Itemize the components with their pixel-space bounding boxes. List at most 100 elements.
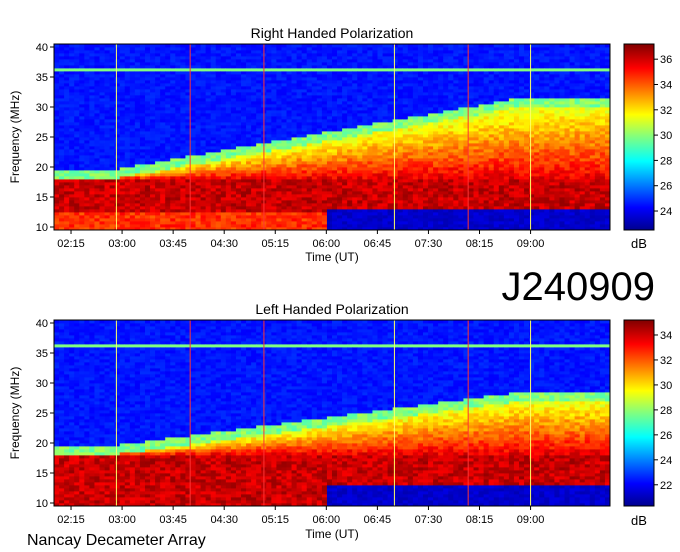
spectrogram-cell [311, 167, 318, 171]
spectrogram-cell [266, 107, 272, 111]
spectrogram-cell [220, 98, 227, 102]
spectrogram-cell [276, 137, 282, 141]
spectrogram-cell [428, 152, 434, 156]
spectrogram-cell [251, 197, 257, 201]
spectrogram-cell [417, 146, 424, 150]
spectrogram-cell [170, 95, 176, 99]
spectrogram-cell [357, 194, 363, 198]
spectrogram-cell [195, 188, 201, 192]
spectrogram-cell [144, 116, 151, 120]
spectrogram-cell [134, 182, 141, 186]
spectrogram-cell [397, 77, 404, 81]
spectrogram-cell [129, 68, 136, 72]
spectrogram-cell [412, 224, 419, 228]
spectrogram-cell [412, 149, 419, 153]
spectrogram-cell [144, 131, 151, 135]
spectrogram-cell [251, 182, 257, 186]
spectrogram-cell [84, 44, 90, 48]
spectrogram-cell [438, 197, 444, 201]
spectrogram-cell [397, 92, 404, 96]
spectrogram-cell [114, 128, 121, 132]
spectrogram-cell [352, 179, 358, 183]
spectrogram-cell [352, 56, 358, 60]
spectrogram-cell [160, 191, 166, 195]
spectrogram-cell [215, 47, 222, 51]
spectrogram-cell [114, 89, 121, 93]
spectrogram-cell [281, 194, 287, 198]
spectrogram-cell [139, 98, 146, 102]
spectrogram-cell [402, 119, 409, 123]
spectrogram-cell [306, 110, 313, 114]
spectrogram-cell [235, 83, 242, 87]
spectrogram-cell [286, 56, 292, 60]
spectrogram-cell [225, 146, 232, 150]
spectrogram-cell [160, 182, 166, 186]
spectrogram-cell [190, 47, 196, 51]
spectrogram-cell [286, 140, 292, 144]
spectrogram-cell [175, 221, 181, 225]
spectrogram-cell [443, 137, 449, 141]
spectrogram-cell [326, 143, 333, 147]
spectrogram-cell [453, 68, 459, 72]
spectrogram-cell [210, 74, 217, 78]
spectrogram-cell [342, 215, 348, 219]
spectrogram-cell [69, 221, 75, 225]
spectrogram-cell [59, 167, 65, 171]
spectrogram-cell [160, 176, 166, 180]
spectrogram-cell [64, 221, 70, 225]
spectrogram-cell [59, 200, 65, 204]
spectrogram-cell [160, 200, 166, 204]
spectrogram-cell [54, 56, 60, 60]
spectrogram-cell [321, 215, 328, 219]
spectrogram-cell [195, 107, 201, 111]
spectrogram-cell [438, 95, 444, 99]
spectrogram-cell [175, 119, 181, 123]
spectrogram-cell [402, 170, 409, 174]
spectrogram-cell [114, 65, 121, 69]
spectrogram-cell [251, 131, 257, 135]
spectrogram-cell [321, 122, 328, 126]
spectrogram-cell [150, 227, 156, 231]
spectrogram-cell [150, 95, 156, 99]
spectrogram-cell [417, 113, 424, 117]
spectrogram-cell [185, 56, 191, 60]
spectrogram-cell [458, 182, 464, 186]
spectrogram-cell [155, 65, 161, 69]
spectrogram-cell [306, 98, 313, 102]
spectrogram-cell [114, 80, 121, 84]
spectrogram-cell [332, 137, 338, 141]
spectrogram-cell [316, 134, 323, 138]
spectrogram-cell [286, 71, 292, 75]
spectrogram-cell [422, 200, 429, 204]
spectrogram-cell [200, 146, 207, 150]
spectrogram-cell [124, 152, 131, 156]
spectrogram-cell [195, 47, 201, 51]
spectrogram-cell [109, 77, 116, 81]
spectrogram-cell [407, 209, 414, 213]
spectrogram-cell [372, 143, 378, 147]
spectrogram-cell [316, 89, 323, 93]
spectrogram-cell [428, 113, 434, 117]
spectrogram-cell [170, 227, 176, 231]
spectrogram-cell [129, 89, 136, 93]
spectrogram-cell [332, 62, 338, 66]
spectrogram-cell [150, 179, 156, 183]
spectrogram-cell [165, 128, 171, 132]
spectrogram-cell [119, 83, 126, 87]
spectrogram-cell [402, 164, 409, 168]
spectrogram-cell [372, 176, 378, 180]
spectrogram-cell [64, 194, 70, 198]
spectrogram-cell [291, 152, 298, 156]
spectrogram-cell [291, 134, 298, 138]
spectrogram-cell [306, 113, 313, 117]
spectrogram-cell [347, 179, 353, 183]
spectrogram-cell [165, 188, 171, 192]
spectrogram-cell [357, 74, 363, 78]
spectrogram-cell [402, 74, 409, 78]
spectrogram-cell [276, 143, 282, 147]
spectrogram-cell [321, 92, 328, 96]
spectrogram-cell [286, 131, 292, 135]
spectrogram-cell [286, 80, 292, 84]
spectrogram-cell [235, 143, 242, 147]
spectrogram-cell [281, 89, 287, 93]
